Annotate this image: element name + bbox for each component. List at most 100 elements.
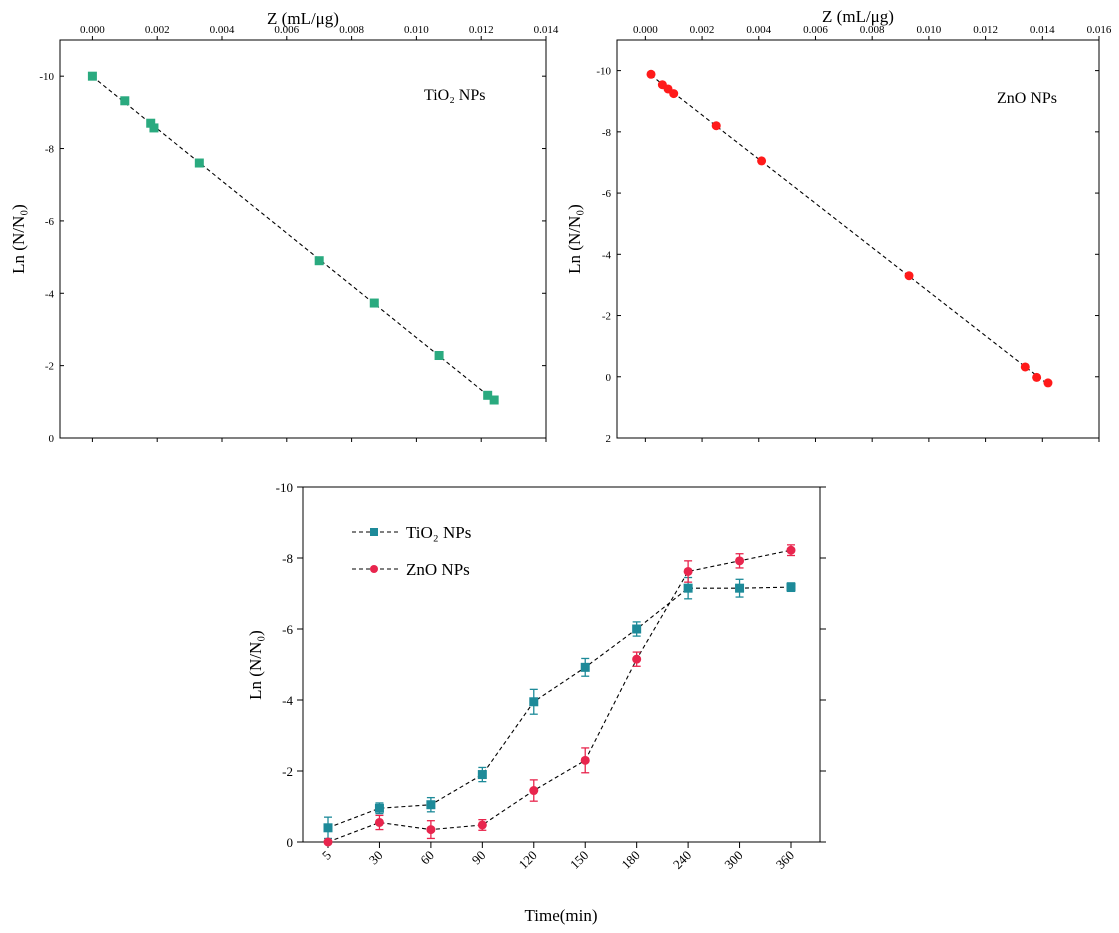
time-y-tick-label: -8	[282, 551, 293, 566]
tio2-time-line	[327, 586, 792, 829]
legend-marker-tio2	[370, 528, 378, 536]
time-x-tick-label: 300	[721, 848, 745, 872]
tio2-x-tick-label: 0.012	[469, 24, 494, 36]
tio2-time-point	[632, 624, 642, 634]
tio2-y-ticks: 0 -2 -4 -6 -8 -10	[39, 71, 546, 445]
time-x-tick-label: 60	[417, 848, 437, 868]
zno-time-point	[786, 545, 796, 555]
tio2-time-point	[374, 803, 384, 813]
zno-x-tick-label: 0.004	[746, 24, 771, 36]
zno-time-point	[735, 556, 745, 566]
zno-time-point	[683, 566, 693, 576]
zno-time-point	[632, 654, 642, 664]
zno-point	[711, 121, 721, 131]
tio2-point	[194, 158, 204, 168]
time-y-tick-label: -2	[282, 764, 293, 779]
zno-x-tick-label: 0.016	[1087, 24, 1112, 36]
zno-time-point	[323, 837, 333, 847]
tio2-plot-frame	[59, 39, 547, 439]
zno-x-axis-title: Z (mL/μg)	[822, 7, 894, 26]
tio2-point	[120, 96, 130, 106]
tio2-y-axis-title: Ln (N/N₀)	[9, 204, 28, 274]
zno-point	[1043, 378, 1053, 388]
zno-time-point	[426, 825, 436, 835]
tio2-time-point	[735, 583, 745, 593]
zno-x-tick-label: 0.014	[1030, 24, 1055, 36]
time-y-tick-label: 0	[287, 835, 294, 850]
zno-y-tick-label: -6	[602, 188, 612, 200]
tio2-y-tick-label: -6	[45, 216, 55, 228]
tio2-x-tick-label: 0.004	[210, 24, 235, 36]
time-x-tick-label: 90	[469, 848, 489, 868]
tio2-fit-line-group	[92, 76, 495, 401]
zno-point	[1020, 362, 1030, 372]
zno-point	[904, 271, 914, 281]
time-x-tick-label: 240	[670, 848, 694, 872]
tio2-point	[146, 118, 156, 128]
tio2-y-tick-label: -2	[45, 361, 54, 373]
tio2-fit-line	[92, 76, 495, 401]
tio2-points	[87, 71, 499, 405]
legend-label-zno: ZnO NPs	[406, 560, 470, 579]
tio2-x-tick-label: 0.014	[534, 24, 559, 36]
zno-scatter-panel: Z (mL/μg) Ln (N/N₀) ZnO NPs 0.000 0.002 0.…	[565, 7, 1112, 445]
legend-item-zno	[352, 565, 398, 573]
time-x-tick-label: 150	[567, 848, 591, 872]
tio2-point	[434, 351, 444, 361]
tio2-time-point	[786, 582, 796, 592]
tio2-x-ticks: 0.000 0.002 0.004 0.006 0.008 0.010 0.012 0.014	[80, 24, 559, 442]
zno-plot-frame	[616, 39, 1100, 439]
zno-time-series	[323, 544, 796, 847]
tio2-panel-label: TiO₂ NPs	[424, 87, 485, 104]
tio2-scatter-panel: Z (mL/μg) Ln (N/N₀) TiO₂ NPs 0.000 0.002 0…	[9, 9, 559, 445]
zno-y-tick-label: -2	[602, 311, 611, 323]
zno-point	[1032, 372, 1042, 382]
tio2-x-tick-label: 0.010	[404, 24, 429, 36]
zno-x-ticks: 0.000 0.002 0.004 0.006 0.008 0.010 0.012 0.014…	[633, 24, 1112, 442]
zno-time-point	[374, 817, 384, 827]
tio2-x-tick-label: 0.008	[339, 24, 364, 36]
tio2-time-point	[477, 770, 487, 780]
tio2-time-point	[426, 800, 436, 810]
zno-y-tick-label: -10	[596, 66, 611, 78]
zno-x-tick-label: 0.000	[633, 24, 658, 36]
tio2-x-axis-title: Z (mL/μg)	[267, 9, 339, 28]
zno-point	[646, 69, 656, 79]
legend-label-tio2: TiO₂ NPs	[406, 523, 471, 542]
time-series-panel: Time(min) Ln (N/N₀) 5 30 60 90 120 150 180 240 3…	[246, 480, 826, 925]
time-x-ticks: 5 30 60 90 120 150 180 240 300 360	[319, 842, 797, 872]
legend-marker-zno	[370, 565, 378, 573]
zno-fit-line	[650, 74, 1049, 385]
tio2-point	[87, 71, 97, 81]
tio2-y-tick-label: -4	[45, 288, 55, 300]
time-x-tick-label: 360	[773, 848, 797, 872]
time-x-tick-label: 180	[618, 848, 642, 872]
zno-time-point	[529, 786, 539, 796]
tio2-y-tick-label: -10	[39, 71, 54, 83]
tio2-time-series	[323, 576, 796, 840]
zno-y-tick-label: 0	[606, 372, 612, 384]
zno-y-tick-label: 2	[606, 433, 612, 445]
tio2-time-point	[683, 583, 693, 593]
zno-point	[757, 156, 767, 166]
zno-panel-label: ZnO NPs	[997, 90, 1057, 107]
time-x-tick-label: 5	[319, 848, 334, 863]
tio2-point	[483, 390, 493, 400]
time-y-axis-title: Ln (N/N₀)	[246, 630, 265, 700]
zno-y-tick-label: -8	[602, 127, 612, 139]
legend-item-tio2	[352, 528, 398, 536]
time-x-tick-label: 120	[516, 848, 540, 872]
tio2-y-tick-label: 0	[49, 433, 55, 445]
time-legend: TiO₂ NPs ZnO NPs	[352, 523, 471, 579]
zno-x-tick-label: 0.010	[917, 24, 942, 36]
tio2-time-point	[580, 662, 590, 672]
zno-x-tick-label: 0.006	[803, 24, 828, 36]
zno-time-point	[477, 820, 487, 830]
zno-time-point	[580, 755, 590, 765]
zno-x-tick-label: 0.008	[860, 24, 885, 36]
time-x-tick-label: 30	[366, 848, 386, 868]
tio2-x-tick-label: 0.002	[145, 24, 170, 36]
time-x-axis-title: Time(min)	[524, 906, 597, 925]
tio2-point	[369, 298, 379, 308]
